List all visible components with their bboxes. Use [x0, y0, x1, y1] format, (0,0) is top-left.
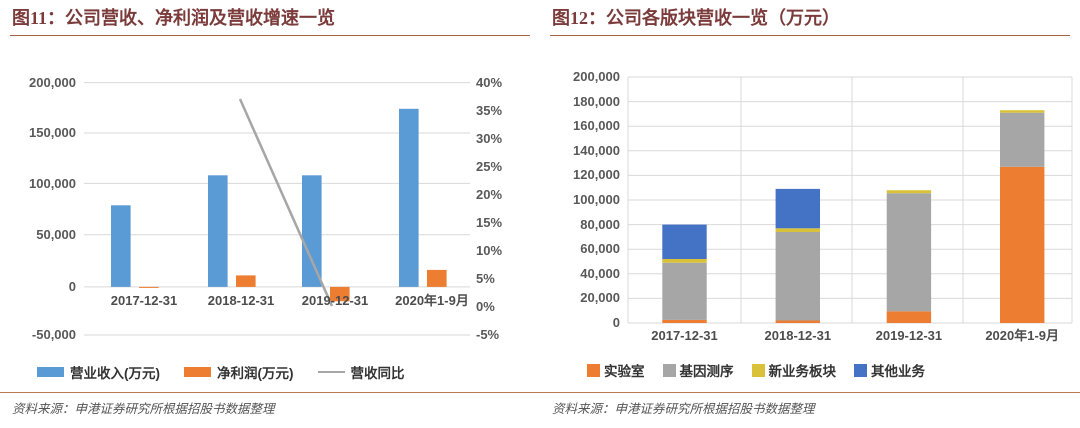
svg-text:15%: 15% — [476, 215, 502, 230]
svg-text:2020年1-9月: 2020年1-9月 — [395, 293, 469, 308]
svg-text:2018-12-31: 2018-12-31 — [208, 293, 275, 308]
svg-text:20%: 20% — [476, 187, 502, 202]
svg-text:2019-12-31: 2019-12-31 — [302, 293, 369, 308]
svg-text:80,000: 80,000 — [580, 217, 620, 232]
svg-text:150,000: 150,000 — [29, 125, 76, 140]
svg-text:140,000: 140,000 — [573, 143, 620, 158]
svg-text:0%: 0% — [476, 299, 495, 314]
svg-text:10%: 10% — [476, 243, 502, 258]
svg-text:200,000: 200,000 — [573, 69, 620, 84]
svg-text:-50,000: -50,000 — [32, 327, 76, 342]
svg-text:-5%: -5% — [476, 327, 500, 342]
svg-text:40,000: 40,000 — [580, 266, 620, 281]
svg-text:120,000: 120,000 — [573, 167, 620, 182]
svg-text:200,000: 200,000 — [29, 75, 76, 90]
svg-text:2020年1-9月: 2020年1-9月 — [985, 328, 1059, 343]
svg-text:50,000: 50,000 — [36, 227, 76, 242]
svg-text:0: 0 — [69, 279, 76, 294]
svg-text:2017-12-31: 2017-12-31 — [111, 293, 178, 308]
svg-text:100,000: 100,000 — [29, 176, 76, 191]
svg-text:30%: 30% — [476, 131, 502, 146]
svg-text:0: 0 — [613, 315, 620, 330]
svg-text:2018-12-31: 2018-12-31 — [765, 328, 832, 343]
svg-text:40%: 40% — [476, 75, 502, 90]
svg-text:160,000: 160,000 — [573, 118, 620, 133]
svg-text:180,000: 180,000 — [573, 94, 620, 109]
svg-text:25%: 25% — [476, 159, 502, 174]
svg-text:35%: 35% — [476, 103, 502, 118]
svg-text:20,000: 20,000 — [580, 290, 620, 305]
svg-text:60,000: 60,000 — [580, 241, 620, 256]
svg-text:2019-12-31: 2019-12-31 — [876, 328, 943, 343]
svg-text:5%: 5% — [476, 271, 495, 286]
svg-text:100,000: 100,000 — [573, 192, 620, 207]
svg-text:2017-12-31: 2017-12-31 — [651, 328, 718, 343]
